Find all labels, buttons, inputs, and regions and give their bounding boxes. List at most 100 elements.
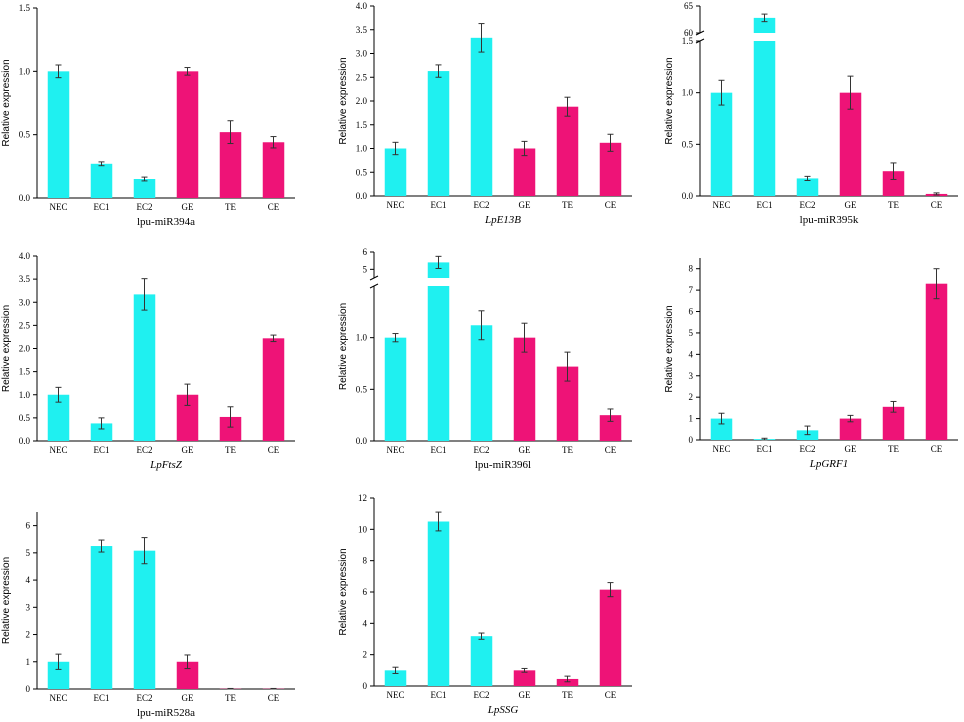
bar-ec2 bbox=[470, 37, 493, 197]
y-axis-label: Relative expression bbox=[338, 57, 349, 144]
bar-ec2 bbox=[470, 325, 493, 441]
y-tick-label: 0.5 bbox=[356, 384, 368, 394]
y-tick-label: 1.5 bbox=[19, 367, 31, 377]
bar-ge bbox=[513, 148, 536, 196]
y-tick-label: 3.5 bbox=[356, 25, 368, 35]
y-tick-label: 1.0 bbox=[682, 88, 694, 98]
y-tick-label: 0.5 bbox=[682, 139, 694, 149]
y-tick-label: 0.5 bbox=[356, 167, 368, 177]
y-tick-label: 0 bbox=[363, 681, 368, 691]
y-tick-label: 0.5 bbox=[19, 130, 31, 140]
bar-ge bbox=[839, 418, 862, 440]
y-tick-label: 1.0 bbox=[19, 390, 31, 400]
category-label: EC2 bbox=[473, 200, 489, 210]
category-label: NEC bbox=[387, 200, 405, 210]
chart-LpE13B: 0.0 0.5 1.0 1.5 2.0 2.5 3.0 3.5 4.0 NEC EC1 EC2 GE TE… bbox=[338, 1, 632, 226]
category-label: NEC bbox=[387, 690, 405, 700]
y-tick-label: 6 bbox=[26, 521, 31, 531]
bar-break-gap bbox=[752, 33, 777, 41]
x-axis-label: LpGRF1 bbox=[809, 458, 849, 470]
category-label: EC1 bbox=[430, 690, 446, 700]
chart-lpu-miR396l: 0.0 0.5 1.0 5 6 NEC EC1 EC2 GE TE CE lpu-miR396l Rel… bbox=[338, 247, 632, 471]
chart-LpSSG: 0 2 4 6 8 10 12 NEC EC1 EC2 GE TE CE LpSSG Relative ex… bbox=[338, 493, 632, 716]
bar-ec1 bbox=[90, 423, 113, 441]
category-label: CE bbox=[268, 445, 280, 455]
x-axis-label: lpu-miR394a bbox=[137, 216, 195, 228]
category-label: NEC bbox=[50, 202, 68, 212]
bar-ge bbox=[176, 661, 199, 689]
bar-ec1 bbox=[427, 521, 450, 686]
y-tick-label: 3.5 bbox=[19, 274, 31, 284]
bar-te bbox=[556, 678, 579, 686]
y-tick-label: 2.5 bbox=[356, 72, 368, 82]
y-tick-label: 3 bbox=[26, 602, 31, 612]
category-label: CE bbox=[931, 444, 943, 454]
bar-ge bbox=[176, 71, 199, 198]
y-tick-label: 1.5 bbox=[356, 120, 368, 130]
y-tick-label: 0.5 bbox=[19, 413, 31, 423]
bar-te bbox=[556, 366, 579, 441]
bar-break-gap bbox=[426, 278, 451, 286]
category-label: TE bbox=[225, 202, 236, 212]
y-tick-label: 1.0 bbox=[19, 66, 31, 76]
y-tick-label: 0.0 bbox=[682, 191, 694, 201]
y-tick-label: 3 bbox=[689, 371, 694, 381]
y-tick-label: 12 bbox=[358, 493, 367, 503]
category-label: EC1 bbox=[756, 200, 772, 210]
chart-LpFtsZ: 0.0 0.5 1.0 1.5 2.0 2.5 3.0 3.5 4.0 NEC EC1 EC2 GE TE… bbox=[1, 251, 295, 471]
bar-ec1 bbox=[427, 262, 450, 441]
bar-ec2 bbox=[470, 636, 493, 686]
bar-ge bbox=[513, 670, 536, 686]
y-tick-label: 5 bbox=[689, 328, 694, 338]
bar-ce bbox=[599, 589, 622, 686]
category-label: TE bbox=[225, 445, 236, 455]
y-tick-label: 5 bbox=[363, 264, 368, 274]
bar-ec2 bbox=[133, 179, 156, 198]
y-tick-label: 0.0 bbox=[356, 436, 368, 446]
y-tick-label: 10 bbox=[358, 524, 368, 534]
category-label: NEC bbox=[50, 445, 68, 455]
category-label: EC1 bbox=[430, 200, 446, 210]
y-axis-label: Relative expression bbox=[338, 303, 349, 390]
bar-ec1 bbox=[753, 17, 776, 196]
y-tick-label: 3.0 bbox=[19, 297, 31, 307]
y-tick-label: 4 bbox=[363, 618, 368, 628]
category-label: EC2 bbox=[473, 445, 489, 455]
y-tick-label: 1.5 bbox=[682, 36, 694, 46]
bar-nec bbox=[710, 92, 733, 196]
bar-ec2 bbox=[133, 550, 156, 689]
y-tick-label: 2 bbox=[26, 630, 31, 640]
category-label: CE bbox=[268, 693, 280, 703]
bar-ec2 bbox=[796, 178, 819, 196]
bar-ge bbox=[176, 394, 199, 441]
x-axis-label: LpE13B bbox=[484, 214, 521, 226]
x-axis-label: LpFtsZ bbox=[149, 459, 183, 471]
bar-ce bbox=[925, 283, 948, 440]
bar-nec bbox=[47, 394, 70, 441]
y-tick-label: 3.0 bbox=[356, 49, 368, 59]
y-tick-label: 2.0 bbox=[19, 344, 31, 354]
chart-lpu-miR395k: 0.0 0.5 1.0 1.560 65 NEC EC1 EC2 GE TE CE lpu-miR39… bbox=[664, 1, 958, 226]
category-label: CE bbox=[268, 202, 280, 212]
y-axis-label: Relative expression bbox=[664, 57, 675, 144]
bar-ge bbox=[513, 337, 536, 441]
bar-ec1 bbox=[90, 163, 113, 198]
category-label: CE bbox=[605, 445, 617, 455]
category-label: GE bbox=[519, 445, 531, 455]
y-tick-label: 7 bbox=[689, 285, 694, 295]
bar-ce bbox=[599, 415, 622, 441]
y-axis-label: Relative expression bbox=[664, 305, 675, 392]
bar-ce bbox=[262, 338, 285, 441]
y-tick-label: 8 bbox=[363, 556, 368, 566]
bar-ec2 bbox=[133, 294, 156, 441]
bar-ec1 bbox=[427, 71, 450, 196]
bar-te bbox=[882, 171, 905, 196]
category-label: NEC bbox=[50, 693, 68, 703]
bar-ge bbox=[839, 92, 862, 196]
y-tick-label: 2 bbox=[363, 650, 368, 660]
chart-lpu-miR394a: 0.0 0.5 1.0 1.5 NEC EC1 EC2 GE TE CE lpu-miR394a Re… bbox=[1, 3, 295, 228]
chart-LpGRF1: 0 1 2 3 4 5 6 7 8 NEC EC1 EC2 GE TE CE LpGRF1 Relative e… bbox=[664, 258, 958, 470]
bar-nec bbox=[710, 418, 733, 440]
y-tick-label: 0.0 bbox=[19, 193, 31, 203]
